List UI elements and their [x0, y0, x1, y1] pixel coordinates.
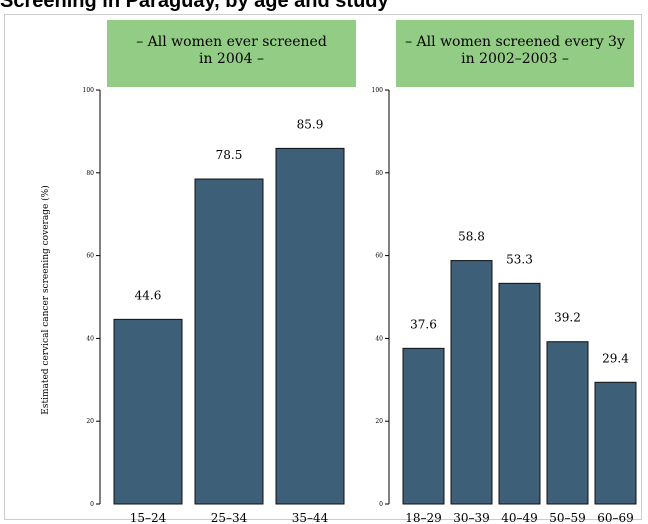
page-title: Screening in Paraguay, by age and study — [0, 0, 389, 12]
bar — [402, 347, 445, 505]
panel-title-line: in 2004 – — [199, 51, 264, 67]
x-category-label: 60–69 — [597, 511, 634, 524]
bar-value-label: 53.3 — [506, 252, 533, 266]
bar — [113, 318, 183, 505]
y-tick-label: 0 — [90, 501, 94, 508]
bar — [546, 341, 589, 505]
bar-value-label: 29.4 — [602, 351, 629, 365]
y-tick-label: 60 — [86, 253, 94, 260]
y-tick-label: 80 — [375, 170, 383, 177]
bar — [275, 147, 345, 505]
y-tick-label: 100 — [83, 87, 95, 94]
bar-value-label: 37.6 — [410, 317, 437, 331]
y-tick-label: 0 — [379, 501, 383, 508]
bar-value-label: 58.8 — [458, 230, 485, 244]
bar — [194, 178, 264, 505]
x-category-label: 30–39 — [453, 511, 490, 524]
x-category-label: 35–44 — [292, 511, 329, 524]
bar — [594, 381, 637, 505]
panel-title-line: – All women screened every 3y — [405, 34, 625, 50]
bar-value-label: 85.9 — [297, 117, 324, 131]
y-tick-label: 40 — [375, 335, 383, 342]
y-tick-label: 20 — [86, 418, 94, 425]
panel-header-box — [107, 20, 356, 87]
y-tick-label: 80 — [86, 170, 94, 177]
panel-title-line: – All women ever screened — [136, 34, 327, 50]
y-tick-label: 60 — [375, 253, 383, 260]
panel-title-line: in 2002–2003 – — [461, 51, 569, 67]
bar — [498, 282, 541, 505]
panel-header-box — [396, 20, 634, 87]
y-axis-label: Estimated cervical cancer screening cove… — [40, 185, 51, 414]
chart-frame — [4, 14, 642, 520]
x-category-label: 18–29 — [405, 511, 442, 524]
x-category-label: 40–49 — [501, 511, 538, 524]
x-category-label: 15–24 — [130, 511, 167, 524]
bar-value-label: 39.2 — [554, 311, 581, 325]
bar-value-label: 78.5 — [216, 148, 243, 162]
y-tick-label: 40 — [86, 335, 94, 342]
y-tick-label: 20 — [375, 418, 383, 425]
x-category-label: 50–59 — [549, 511, 586, 524]
bar — [450, 260, 493, 505]
bar-value-label: 44.6 — [135, 288, 162, 302]
x-category-label: 25–34 — [211, 511, 248, 524]
y-tick-label: 100 — [372, 87, 384, 94]
